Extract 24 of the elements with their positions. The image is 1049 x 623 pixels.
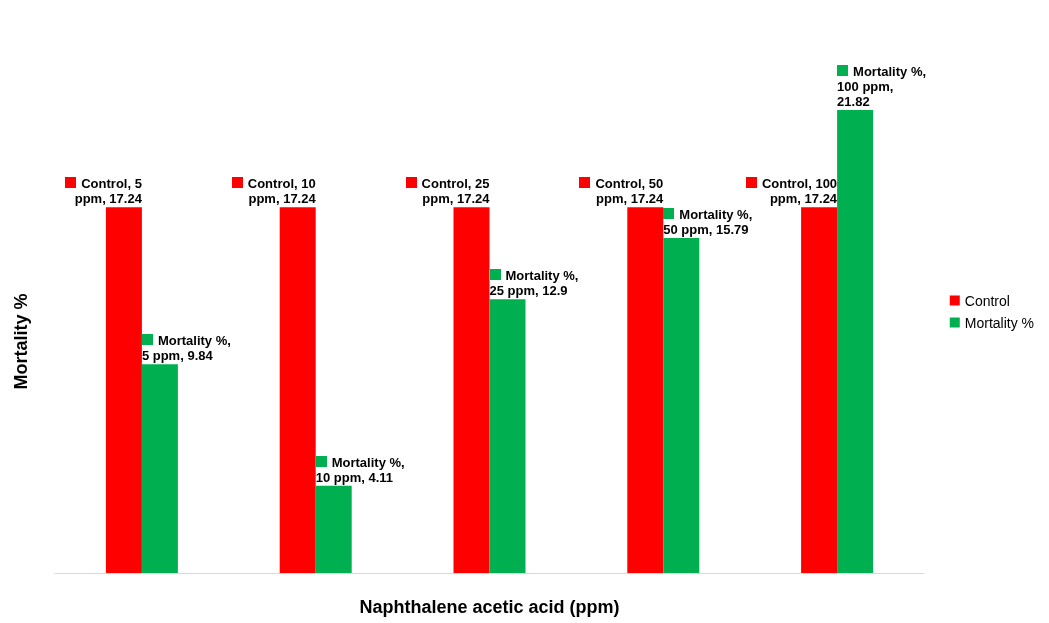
data-label: Control, 10 ppm, 17.24 (246, 176, 316, 207)
legend-label: Control (964, 292, 1010, 309)
y-axis-title: Mortality % (11, 293, 31, 390)
bar (627, 207, 664, 573)
data-label: Control, 50 ppm, 17.24 (594, 176, 664, 207)
data-label: Mortality %, 25 ppm, 12.9 (489, 268, 580, 299)
data-label: Mortality %, 50 ppm, 15.79 (663, 206, 754, 237)
bar (141, 364, 178, 573)
bar (837, 110, 874, 573)
x-axis-title: Naphthalene acetic acid (ppm) (359, 597, 620, 617)
bar (453, 207, 490, 573)
bar (801, 207, 838, 573)
bar (279, 207, 316, 573)
data-label: Mortality %, 10 ppm, 4.11 (315, 454, 406, 485)
data-label: Mortality %, 5 ppm, 9.84 (141, 333, 232, 364)
data-label: Control, 25 ppm, 17.24 (420, 176, 490, 207)
data-label: Control, 5 ppm, 17.24 (73, 176, 142, 207)
data-label: Control, 100 ppm, 17.24 (760, 176, 838, 207)
legend-label: Mortality % (964, 314, 1034, 331)
bar (663, 237, 700, 573)
bar (315, 485, 352, 573)
bar (489, 299, 526, 573)
data-label: Mortality %, 100 ppm, 21.82 (837, 64, 928, 109)
bar (105, 207, 142, 573)
